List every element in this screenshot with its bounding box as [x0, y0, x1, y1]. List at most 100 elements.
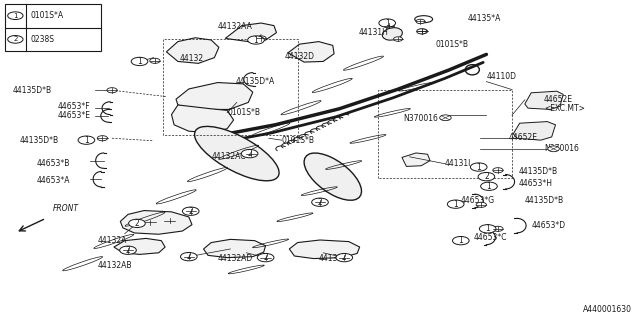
Ellipse shape	[195, 126, 279, 181]
Text: 1: 1	[385, 19, 390, 28]
Circle shape	[548, 146, 559, 152]
Circle shape	[120, 246, 136, 254]
Circle shape	[417, 29, 427, 34]
Circle shape	[184, 254, 194, 259]
Text: N370016: N370016	[403, 114, 438, 123]
Polygon shape	[525, 91, 563, 109]
Text: 44652E: 44652E	[509, 133, 538, 142]
Polygon shape	[288, 42, 334, 62]
Circle shape	[107, 88, 117, 93]
Text: 1: 1	[458, 236, 463, 245]
Text: 44652E: 44652E	[544, 95, 573, 104]
Text: 44653*E: 44653*E	[58, 111, 91, 120]
Circle shape	[312, 198, 328, 206]
Circle shape	[384, 23, 394, 28]
Circle shape	[257, 253, 274, 262]
Circle shape	[180, 252, 197, 261]
Text: 44132AC: 44132AC	[211, 152, 246, 161]
Circle shape	[476, 202, 486, 207]
Circle shape	[260, 255, 271, 260]
Text: 44653*B: 44653*B	[37, 159, 70, 168]
Circle shape	[97, 136, 108, 141]
FancyBboxPatch shape	[5, 4, 101, 51]
Polygon shape	[166, 38, 219, 63]
Circle shape	[379, 19, 396, 27]
Text: 44132A: 44132A	[97, 236, 127, 245]
Text: 0101S*B: 0101S*B	[435, 40, 468, 49]
Ellipse shape	[382, 28, 403, 40]
Text: 44135D*B: 44135D*B	[525, 196, 564, 205]
Text: <EXC.MT>: <EXC.MT>	[544, 104, 585, 113]
Text: A440001630: A440001630	[583, 305, 632, 314]
Text: 44653*F: 44653*F	[58, 102, 90, 111]
Text: 44132D: 44132D	[285, 52, 315, 60]
Text: 2: 2	[125, 246, 131, 255]
Circle shape	[246, 151, 256, 156]
Text: 44135D*A: 44135D*A	[236, 77, 275, 86]
Text: 44110D: 44110D	[486, 72, 516, 81]
Text: 1: 1	[453, 200, 458, 209]
Circle shape	[123, 248, 133, 253]
Circle shape	[493, 226, 503, 231]
Text: 44653*C: 44653*C	[474, 233, 507, 242]
Text: 2: 2	[263, 253, 268, 262]
Text: 44132: 44132	[179, 54, 204, 63]
Text: 0101S*B: 0101S*B	[227, 108, 260, 117]
Polygon shape	[120, 211, 192, 234]
Circle shape	[481, 182, 497, 190]
Circle shape	[479, 225, 496, 233]
Circle shape	[78, 136, 95, 144]
Polygon shape	[289, 240, 360, 259]
Circle shape	[150, 58, 160, 63]
Circle shape	[416, 19, 425, 24]
Text: N370016: N370016	[544, 144, 579, 153]
Polygon shape	[204, 239, 266, 258]
Text: 2: 2	[13, 36, 17, 42]
Ellipse shape	[304, 153, 362, 200]
Text: 0238S: 0238S	[30, 35, 54, 44]
Text: 0101S*A: 0101S*A	[30, 11, 63, 20]
Text: 1: 1	[486, 182, 492, 191]
Polygon shape	[176, 83, 253, 109]
Text: 1: 1	[485, 224, 490, 233]
Text: 1: 1	[84, 136, 89, 145]
Circle shape	[493, 168, 503, 173]
Text: 44653*D: 44653*D	[531, 221, 565, 230]
Text: 44653*G: 44653*G	[461, 196, 495, 205]
Circle shape	[8, 36, 23, 43]
Text: 1: 1	[137, 57, 142, 66]
Text: 44653*A: 44653*A	[37, 176, 70, 185]
Circle shape	[186, 209, 196, 214]
Circle shape	[248, 36, 264, 44]
Ellipse shape	[415, 16, 433, 23]
Circle shape	[241, 149, 258, 158]
Text: 1: 1	[13, 13, 18, 19]
Text: 2: 2	[186, 252, 191, 261]
Circle shape	[452, 236, 469, 245]
Circle shape	[478, 172, 495, 181]
Circle shape	[417, 29, 428, 34]
Polygon shape	[513, 122, 556, 140]
Circle shape	[339, 255, 349, 260]
Circle shape	[447, 200, 464, 208]
Text: 44131H: 44131H	[358, 28, 388, 37]
Ellipse shape	[465, 65, 479, 75]
Polygon shape	[114, 238, 165, 254]
Text: 44131I: 44131I	[445, 159, 471, 168]
Circle shape	[129, 219, 145, 228]
Text: 1: 1	[253, 36, 259, 44]
Circle shape	[256, 36, 266, 41]
Text: 0101S*B: 0101S*B	[282, 136, 315, 145]
Polygon shape	[172, 105, 234, 133]
Text: 44135D*B: 44135D*B	[19, 136, 58, 145]
Text: 2: 2	[247, 149, 252, 158]
Text: 2: 2	[317, 198, 323, 207]
Text: 44132AA: 44132AA	[218, 22, 252, 31]
Text: 44135*A: 44135*A	[467, 14, 500, 23]
Circle shape	[336, 253, 353, 262]
Text: 1: 1	[476, 163, 481, 172]
Text: 44132G: 44132G	[319, 254, 349, 263]
Polygon shape	[402, 153, 430, 166]
Text: FRONT: FRONT	[52, 204, 79, 213]
Text: 2: 2	[484, 172, 489, 181]
